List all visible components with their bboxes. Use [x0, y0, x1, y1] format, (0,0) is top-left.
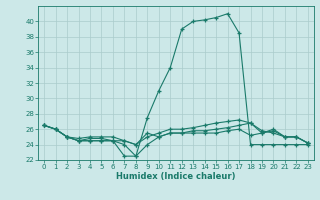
X-axis label: Humidex (Indice chaleur): Humidex (Indice chaleur)	[116, 172, 236, 181]
